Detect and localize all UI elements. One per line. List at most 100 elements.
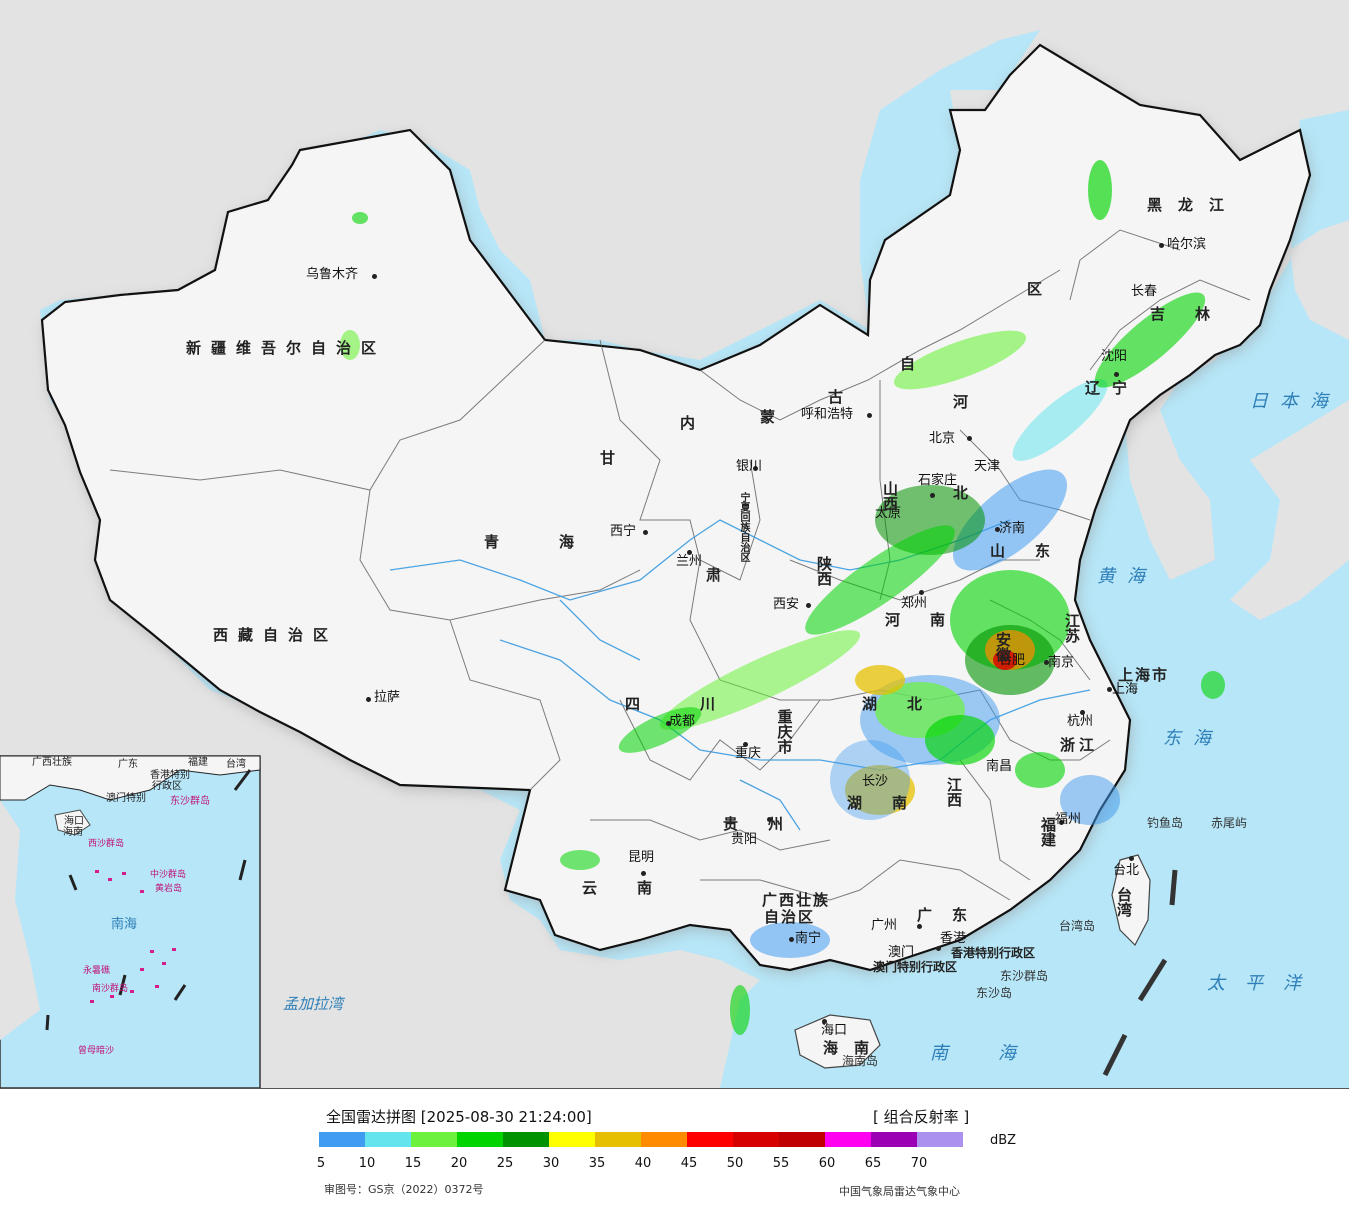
city-macau: 澳门 <box>888 945 915 960</box>
city-taiyuan: 太原 <box>875 506 902 521</box>
city-dot <box>641 871 646 876</box>
color-swatch <box>549 1132 595 1147</box>
province-neimenggu-c: 古 <box>828 388 854 406</box>
color-swatch <box>411 1132 457 1147</box>
city-dot <box>1080 710 1085 715</box>
scale-tick-label: 30 <box>542 1156 560 1171</box>
foreign-korea <box>1125 410 1215 580</box>
city-beijing: 北京 <box>929 431 956 446</box>
inset-island: 永暑礁 <box>83 966 111 976</box>
city-yinchuan: 银川 <box>736 459 763 474</box>
color-swatch <box>779 1132 825 1147</box>
foreign-japan <box>1230 400 1349 620</box>
province-xizang: 西藏自治区 <box>213 626 339 644</box>
province-taiwan: 台湾 <box>1115 887 1133 917</box>
city-dot <box>372 274 377 279</box>
sea-bengal: 孟加拉湾 <box>283 995 344 1013</box>
city-shanghai: 上海 <box>1112 682 1139 697</box>
legend-panel: 全国雷达拼图 [2025-08-30 21:24:00] [ 组合反射率 ] d… <box>0 1089 1349 1208</box>
city-nanjing: 南京 <box>1048 655 1075 670</box>
inset-label: 广西壮族 <box>32 757 72 768</box>
province-hk-sar: 香港特别行政区 <box>951 946 1036 960</box>
island-taiwan: 台湾岛 <box>1059 919 1096 933</box>
province-neimenggu-a: 内 <box>680 414 706 432</box>
province-ningxia: 宁夏回族自治区 <box>738 492 749 562</box>
data-source: 中国气象局雷达气象中心 <box>839 1185 960 1198</box>
inset-label: 台湾 <box>226 759 246 770</box>
city-dot <box>806 603 811 608</box>
city-taipei: 台北 <box>1113 863 1140 878</box>
province-hainan: 海南 <box>823 1039 886 1057</box>
island-dongsha: 东沙岛 <box>976 986 1013 1000</box>
province-heilongjiang: 黑龙江 <box>1147 196 1241 214</box>
province-anhui: 安徽 <box>994 632 1012 662</box>
scale-tick-label: 15 <box>404 1156 422 1171</box>
city-dot <box>743 742 748 747</box>
city-dot <box>687 550 692 555</box>
province-yunnan: 云南 <box>582 879 693 897</box>
inset-island: 中沙群岛 <box>150 870 187 880</box>
province-guangxi-b: 自治区 <box>764 908 816 926</box>
province-hebei-a: 河 <box>953 393 979 411</box>
color-scale <box>319 1132 963 1147</box>
scale-tick-label: 20 <box>450 1156 468 1171</box>
province-shandong: 山东 <box>990 542 1081 560</box>
province-fujian: 福建 <box>1039 817 1057 847</box>
inset-label: 福建 <box>188 757 208 768</box>
city-haikou: 海口 <box>821 1023 848 1038</box>
color-swatch <box>595 1132 641 1147</box>
province-neimenggu-d: 自 <box>900 355 926 373</box>
city-kunming: 昆明 <box>628 850 655 865</box>
city-dot <box>967 436 972 441</box>
sea-pacific: 太平洋 <box>1207 973 1321 994</box>
inset-label: 广东 <box>118 759 138 770</box>
inset-island: 南沙群岛 <box>92 984 129 994</box>
hainan-island <box>794 1014 881 1069</box>
foreign-land <box>0 0 1349 1088</box>
foreign-japan-n <box>1290 220 1349 340</box>
scale-tick-label: 25 <box>496 1156 514 1171</box>
city-nanchang: 南昌 <box>986 759 1013 774</box>
legend-title: 全国雷达拼图 [2025-08-30 21:24:00] <box>326 1108 592 1126</box>
sea-east: 东海 <box>1163 728 1223 749</box>
sea-japan: 日本海 <box>1250 391 1340 412</box>
color-swatch <box>319 1132 365 1147</box>
city-dot <box>917 924 922 929</box>
map-review-number: 审图号：GS京（2022）0372号 <box>324 1183 484 1196</box>
city-dot <box>1159 243 1164 248</box>
color-swatch <box>503 1132 549 1147</box>
city-dot <box>919 590 924 595</box>
scale-tick-label: 60 <box>818 1156 836 1171</box>
city-shenyang: 沈阳 <box>1101 349 1128 364</box>
scale-tick-label: 35 <box>588 1156 606 1171</box>
color-swatch <box>687 1132 733 1147</box>
province-hubei: 湖北 <box>862 695 953 713</box>
legend-unit: dBZ <box>990 1133 1017 1148</box>
province-liaoning: 辽宁 <box>1085 379 1140 397</box>
island-diaoyu: 钓鱼岛 <box>1147 816 1184 830</box>
province-shanxi: 山西 <box>881 481 899 511</box>
inset-island: 曾母暗沙 <box>78 1046 115 1056</box>
city-dot <box>789 937 794 942</box>
province-xinjiang: 新疆维吾尔自治区 <box>186 339 387 357</box>
legend-product-type: [ 组合反射率 ] <box>873 1108 970 1126</box>
color-swatch <box>825 1132 871 1147</box>
province-borders <box>109 229 1251 901</box>
province-neimenggu-b: 蒙 <box>760 408 786 426</box>
city-dot <box>643 530 648 535</box>
city-harbin: 哈尔滨 <box>1167 237 1207 252</box>
city-dot <box>1059 820 1064 825</box>
city-xian: 西安 <box>773 597 800 612</box>
map-canvas <box>0 0 1349 1088</box>
radar-map[interactable]: 乌鲁木齐 拉萨 西宁 兰州 银川 呼和浩特 北京 天津 石家庄 太原 济南 郑州… <box>0 0 1349 1089</box>
city-dot <box>1044 660 1049 665</box>
scale-tick-label: 40 <box>634 1156 652 1171</box>
scale-tick-label: 10 <box>358 1156 376 1171</box>
city-zhengzhou: 郑州 <box>901 596 928 611</box>
city-shijiazhuang: 石家庄 <box>918 473 958 488</box>
city-dot <box>822 1019 827 1024</box>
province-hebei-b: 北 <box>953 484 979 502</box>
island-chiwei: 赤尾屿 <box>1211 816 1248 830</box>
city-chongqing: 重庆 <box>735 746 762 761</box>
province-neimenggu-e: 区 <box>1027 280 1053 298</box>
